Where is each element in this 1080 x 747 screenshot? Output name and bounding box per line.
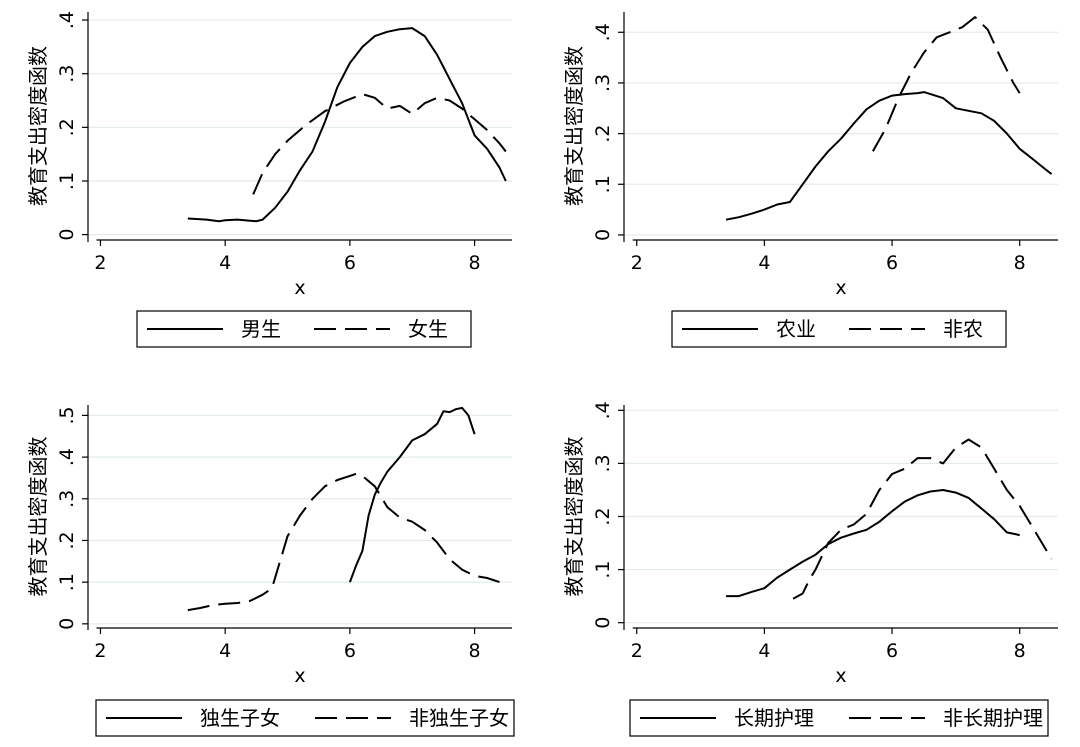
y-tick-label: .3 — [592, 454, 614, 472]
legend-label-2: 女生 — [408, 317, 448, 341]
x-axis-label: x — [835, 277, 846, 299]
legend-label-2: 非农 — [943, 317, 983, 341]
y-tick-label: .1 — [592, 175, 614, 193]
y-tick-label: 0 — [592, 617, 614, 629]
y-tick-label: .2 — [56, 531, 78, 549]
series-line-1 — [726, 489, 1020, 598]
x-tick-label: 4 — [758, 252, 770, 274]
y-tick-label: .2 — [592, 507, 614, 525]
y-axis-label: 教育支出密度函数 — [26, 46, 50, 206]
series-line-2 — [792, 438, 1053, 600]
x-tick-label: 4 — [758, 640, 770, 662]
y-tick-label: .2 — [56, 118, 78, 136]
x-tick-label: 2 — [631, 640, 643, 662]
x-axis-label: x — [294, 665, 305, 687]
series-line-2 — [187, 472, 507, 612]
chart-panel-3: 0 .1 .2 .3 .4 .5 教育支出密度函数 2 4 6 8 x 独生子女 非独生子女 — [26, 405, 515, 737]
legend: 长期护理 非长期护理 — [629, 699, 1049, 737]
y-tick-label: .3 — [592, 74, 614, 92]
legend-label-1: 独生子女 — [200, 706, 280, 730]
y-tick-label: 0 — [56, 618, 78, 630]
legend-label-2: 非长期护理 — [943, 706, 1043, 730]
y-axis-label: 教育支出密度函数 — [562, 46, 586, 206]
y-tick-label: .5 — [56, 406, 78, 424]
y-axis-label: 教育支出密度函数 — [562, 437, 586, 597]
x-tick-label: 8 — [469, 640, 481, 662]
y-tick-label: .1 — [56, 172, 78, 190]
y-tick-label: .1 — [56, 573, 78, 591]
x-tick-label: 6 — [886, 252, 898, 274]
legend: 独生子女 非独生子女 — [95, 699, 515, 737]
y-tick-label: .2 — [592, 125, 614, 143]
series-line-2 — [252, 93, 507, 195]
series-line-1 — [348, 406, 476, 583]
y-tick-label: .4 — [56, 11, 78, 29]
legend: 男生 女生 — [136, 310, 472, 348]
x-tick-label: 4 — [219, 640, 231, 662]
x-tick-label: 6 — [344, 252, 356, 274]
chart-panel-2: 0 .1 .2 .3 .4 教育支出密度函数 2 4 6 8 x 农业 非农 — [562, 12, 1058, 348]
y-tick-label: 0 — [56, 229, 78, 241]
x-tick-label: 2 — [94, 640, 106, 662]
y-tick-label: 0 — [592, 229, 614, 241]
series-line-2 — [872, 16, 1021, 152]
legend-label-1: 长期护理 — [734, 706, 814, 730]
y-tick-label: .3 — [56, 65, 78, 83]
x-tick-label: 2 — [631, 252, 643, 274]
y-tick-label: .4 — [592, 23, 614, 41]
legend-label-2: 非独生子女 — [409, 706, 509, 730]
x-tick-label: 2 — [94, 252, 106, 274]
legend-label-1: 男生 — [241, 317, 281, 341]
chart-panel-4: 0 .1 .2 .3 .4 教育支出密度函数 2 4 6 8 x 长期护理 非长期护理 — [562, 401, 1058, 737]
y-tick-label: .4 — [592, 401, 614, 419]
y-axis-label: 教育支出密度函数 — [26, 437, 50, 597]
x-tick-label: 6 — [886, 640, 898, 662]
series-line-1 — [725, 91, 1053, 221]
y-tick-label: .1 — [592, 561, 614, 579]
x-tick-label: 8 — [1014, 640, 1026, 662]
legend: 农业 非农 — [671, 310, 1007, 348]
x-axis-label: x — [294, 277, 305, 299]
x-tick-label: 8 — [1014, 252, 1026, 274]
y-tick-label: .4 — [56, 448, 78, 466]
chart-panel-1: 0 .1 .2 .3 .4 教育支出密度函数 2 4 6 8 x 男生 女生 — [26, 11, 512, 348]
x-tick-label: 4 — [219, 252, 231, 274]
legend-label-1: 农业 — [776, 317, 816, 341]
y-tick-label: .3 — [56, 490, 78, 508]
x-tick-label: 8 — [469, 252, 481, 274]
x-tick-label: 6 — [344, 640, 356, 662]
series-line-1 — [187, 27, 507, 223]
x-axis-label: x — [835, 665, 846, 687]
